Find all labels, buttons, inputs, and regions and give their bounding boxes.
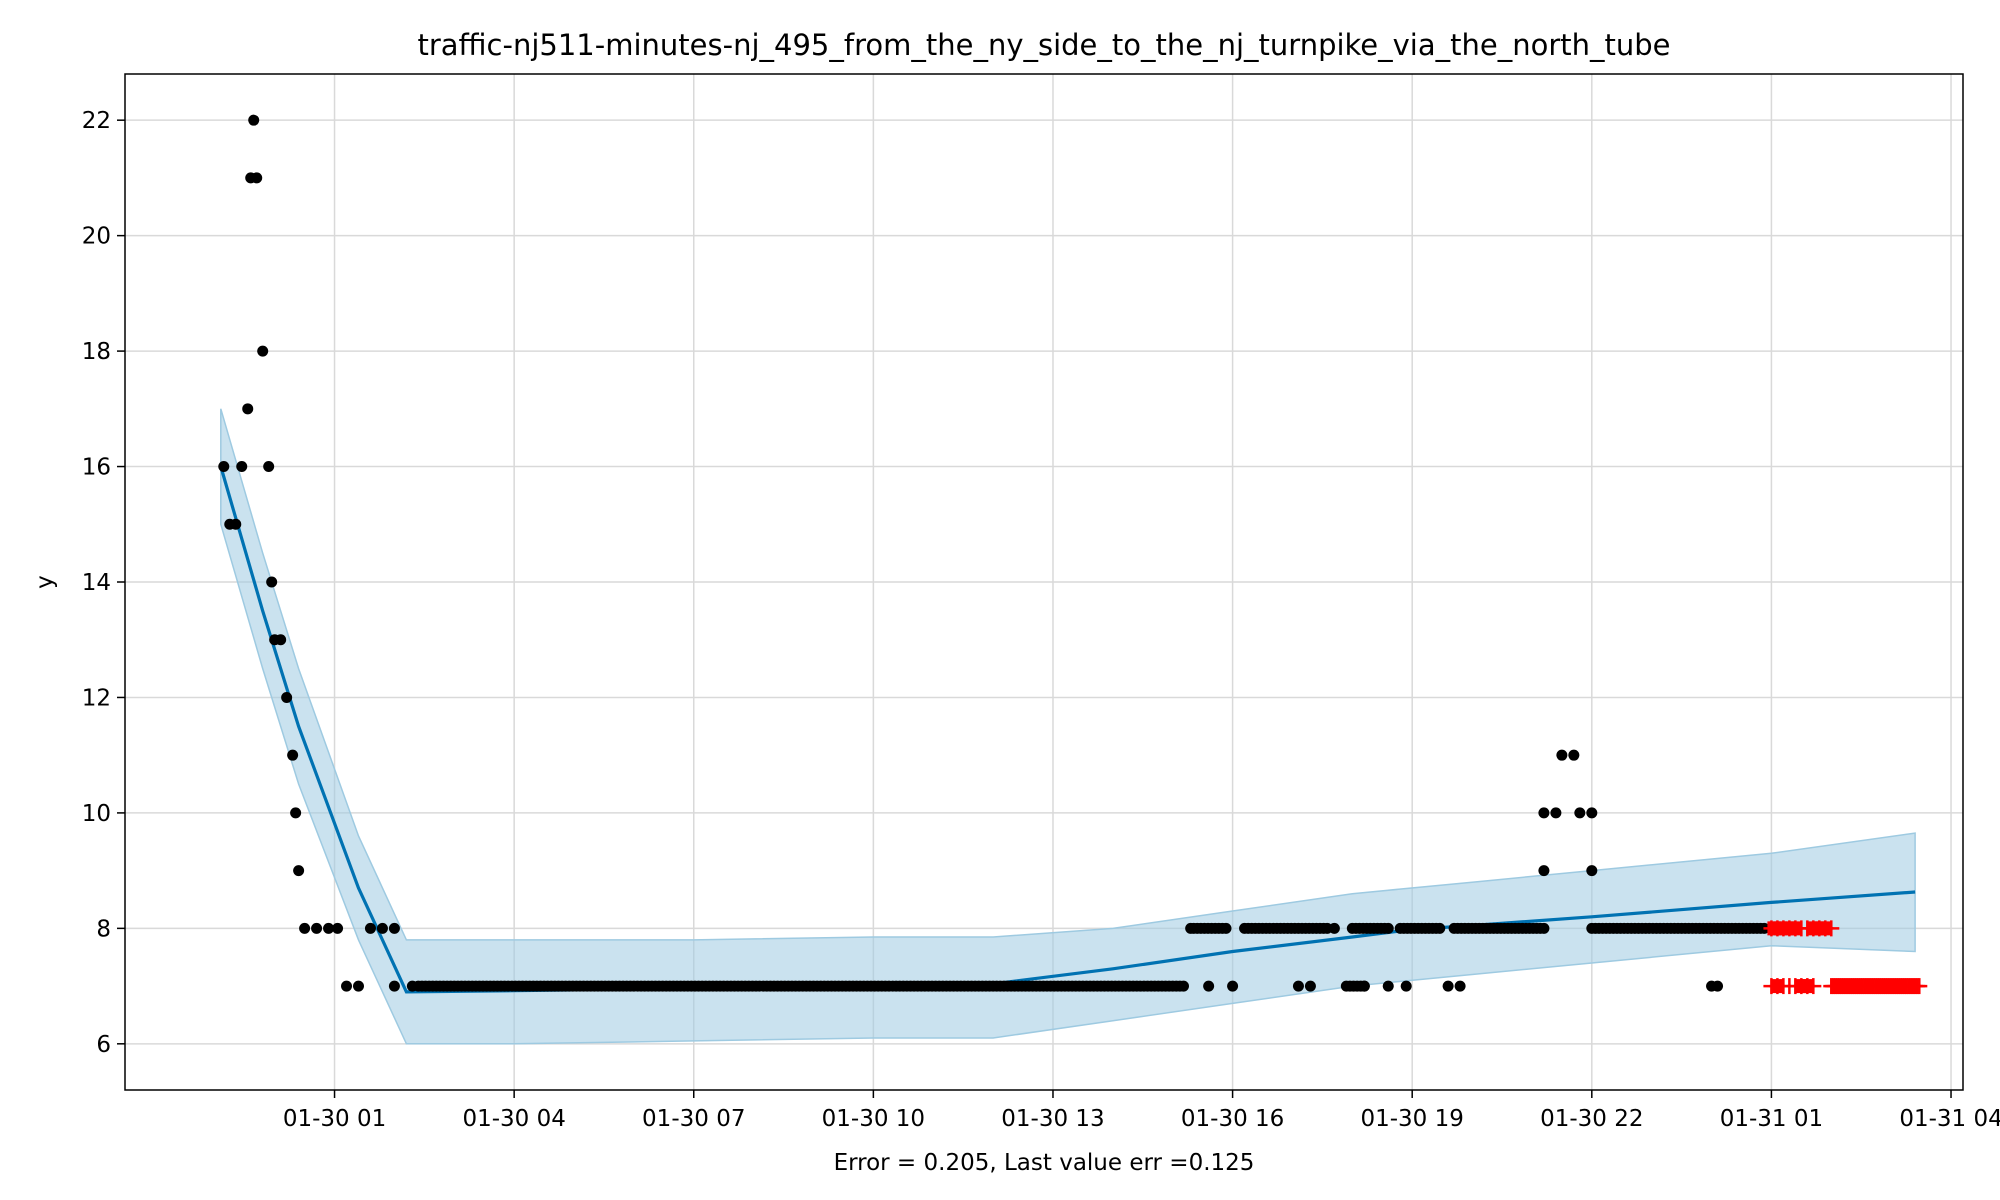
y-tick-label: 12 — [82, 685, 111, 711]
observed-point — [1321, 922, 1333, 934]
observed-point — [248, 114, 260, 126]
observed-point — [1442, 980, 1454, 992]
future-point-square — [1770, 979, 1785, 994]
observed-point — [290, 807, 302, 819]
x-tick-label: 01-31 01 — [1720, 1106, 1823, 1132]
x-tick-label: 01-30 07 — [642, 1106, 745, 1132]
x-tick-label: 01-30 16 — [1181, 1106, 1284, 1132]
y-tick-label: 16 — [82, 455, 111, 481]
y-tick-label: 20 — [82, 224, 111, 250]
observed-point — [1382, 980, 1394, 992]
observed-point — [218, 461, 230, 473]
observed-point — [388, 922, 400, 934]
future-point-square — [1818, 921, 1833, 936]
y-tick-label: 18 — [82, 339, 111, 365]
observed-point — [1586, 807, 1598, 819]
x-tick-label: 01-30 01 — [283, 1106, 386, 1132]
observed-point — [251, 172, 263, 184]
observed-point — [352, 980, 364, 992]
y-tick-label: 6 — [96, 1032, 111, 1058]
observed-point — [287, 749, 299, 761]
observed-point — [1586, 865, 1598, 877]
observed-point — [1568, 749, 1580, 761]
observed-point — [1358, 980, 1370, 992]
observed-point — [257, 345, 269, 357]
observed-point — [1177, 980, 1189, 992]
observed-point — [388, 980, 400, 992]
observed-point — [1538, 807, 1550, 819]
observed-point — [299, 922, 311, 934]
observed-point — [1454, 980, 1466, 992]
observed-point — [1550, 807, 1562, 819]
x-tick-label: 01-30 04 — [462, 1106, 565, 1132]
observed-point — [1574, 807, 1586, 819]
y-axis-ticks: 6 8 10 12 14 16 18 20 22 — [82, 108, 125, 1058]
observed-point — [1304, 980, 1316, 992]
observed-point — [364, 922, 376, 934]
observed-point — [266, 576, 278, 588]
x-tick-label: 01-30 13 — [1001, 1106, 1104, 1132]
observed-point — [1292, 980, 1304, 992]
y-axis-label: y — [32, 575, 58, 589]
observed-point — [1538, 922, 1550, 934]
uncertainty-band-layer — [220, 408, 1916, 1045]
observed-point — [1220, 922, 1232, 934]
x-axis-label: Error = 0.205, Last value err =0.125 — [834, 1150, 1255, 1176]
y-tick-label: 8 — [96, 916, 111, 942]
observed-points-layer — [218, 114, 1770, 992]
observed-point — [1434, 922, 1446, 934]
observed-point — [341, 980, 353, 992]
x-tick-label: 01-30 19 — [1360, 1106, 1463, 1132]
future-point-square — [1800, 979, 1815, 994]
observed-point — [230, 518, 242, 530]
x-tick-label: 01-30 22 — [1540, 1106, 1643, 1132]
x-axis-ticks: 01-30 01 01-30 04 01-30 07 01-30 10 01-30 13… — [283, 1090, 2000, 1132]
observed-point — [242, 403, 254, 415]
observed-point — [1382, 922, 1394, 934]
future-points-layer — [1763, 920, 1928, 995]
grid — [125, 74, 1963, 1090]
observed-point — [1712, 980, 1724, 992]
observed-point — [311, 922, 323, 934]
observed-point — [1400, 980, 1412, 992]
observed-point — [376, 922, 388, 934]
observed-point — [1227, 980, 1239, 992]
x-tick-label: 01-31 04 — [1899, 1106, 2000, 1132]
observed-point — [236, 461, 248, 473]
chart-title: traffic-nj511-minutes-nj_495_from_the_ny… — [417, 28, 1670, 62]
observed-point — [1556, 749, 1568, 761]
y-tick-label: 22 — [82, 108, 111, 134]
x-tick-label: 01-30 10 — [822, 1106, 925, 1132]
observed-point — [263, 461, 275, 473]
y-tick-label: 10 — [82, 801, 111, 827]
uncertainty-band — [220, 408, 1916, 1045]
observed-point — [332, 922, 344, 934]
observed-point — [323, 922, 335, 934]
observed-point — [293, 865, 305, 877]
observed-point — [275, 634, 287, 646]
y-tick-label: 14 — [82, 570, 111, 596]
observed-point — [1538, 865, 1550, 877]
future-point-square — [1788, 921, 1803, 936]
observed-point — [281, 691, 293, 703]
observed-point — [1203, 980, 1215, 992]
